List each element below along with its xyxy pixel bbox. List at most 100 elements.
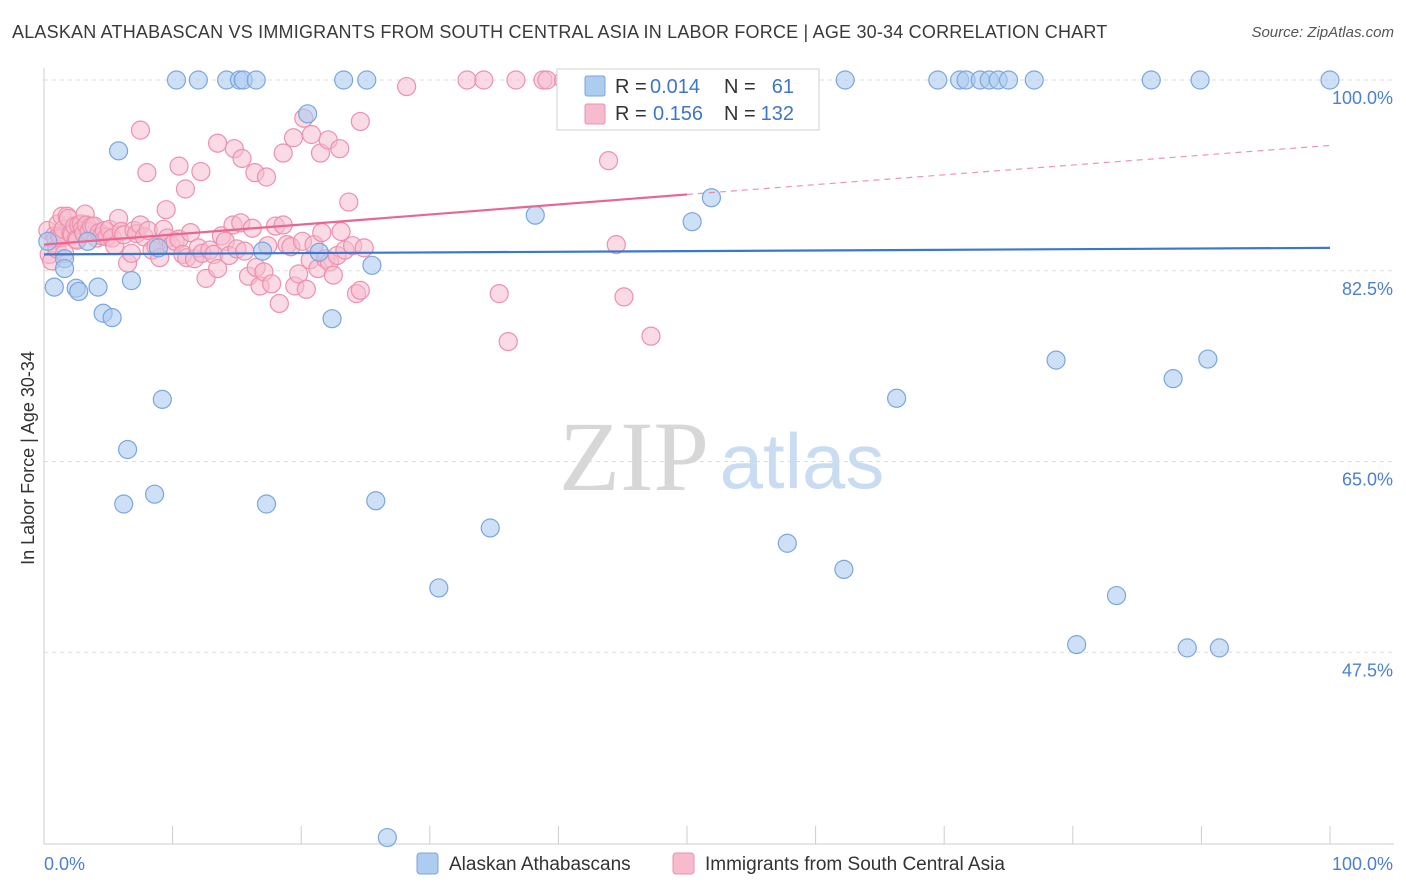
point-immigrants-70 <box>235 241 255 261</box>
point-athabascans-24 <box>256 494 277 514</box>
point-athabascans-50 <box>1024 70 1044 90</box>
point-immigrants-90 <box>312 223 332 243</box>
point-immigrants-120 <box>350 111 370 132</box>
point-athabascans-22 <box>246 70 266 90</box>
point-immigrants-112 <box>256 167 277 187</box>
y-tick-label-2: 82.5% <box>1342 279 1393 299</box>
point-athabascans-29 <box>357 70 377 90</box>
point-athabascans-31 <box>366 491 386 511</box>
stat-n-value-pink: 132 <box>761 103 794 125</box>
y-tick-label-0: 47.5% <box>1342 660 1393 680</box>
point-athabascans-35 <box>525 205 545 225</box>
point-immigrants-119 <box>330 139 350 159</box>
legend-swatch-immigrants <box>672 852 695 875</box>
point-athabascans-32 <box>377 827 397 848</box>
point-immigrants-63 <box>208 258 228 279</box>
point-immigrants-135 <box>489 284 509 304</box>
point-immigrants-106 <box>175 179 196 199</box>
point-athabascans-49 <box>998 70 1019 90</box>
point-immigrants-123 <box>474 70 494 90</box>
trend-line-immigrants-extension <box>686 144 1331 196</box>
point-immigrants-101 <box>354 238 374 258</box>
stats-swatch-blue <box>584 75 606 97</box>
point-immigrants-79 <box>269 293 289 314</box>
point-immigrants-113 <box>273 143 293 163</box>
point-athabascans-40 <box>835 70 855 90</box>
y-tick-label-1: 65.0% <box>1342 470 1393 490</box>
point-athabascans-13 <box>121 270 142 291</box>
point-immigrants-102 <box>130 120 151 140</box>
point-immigrants-133 <box>641 326 661 346</box>
point-immigrants-127 <box>537 70 557 90</box>
y-tick-label-3: 100.0% <box>1332 88 1393 108</box>
stat-n-value-blue: 61 <box>772 76 794 98</box>
x-tick-label-1: 100.0% <box>1332 854 1393 874</box>
stats-legend: R = 0.014 N = 61 R = 0.156 N = 132 <box>556 68 820 131</box>
point-immigrants-125 <box>498 332 518 352</box>
point-athabascans-39 <box>777 533 797 553</box>
point-immigrants-110 <box>232 148 252 169</box>
point-athabascans-14 <box>148 238 169 258</box>
point-immigrants-132 <box>598 151 619 171</box>
point-athabascans-12 <box>114 494 134 514</box>
stat-r-label-blue: R = <box>615 76 647 98</box>
legend-swatch-athabascans <box>416 852 439 875</box>
point-immigrants-86 <box>296 279 316 299</box>
watermark-atlas: atlas <box>720 417 885 505</box>
stat-r-value-pink: 0.156 <box>653 103 703 125</box>
y-tick-labels: 47.5% 65.0% 82.5% 100.0% <box>1332 88 1393 680</box>
point-athabascans-58 <box>1198 349 1218 369</box>
point-athabascans-10 <box>108 141 129 161</box>
point-athabascans-30 <box>362 255 382 275</box>
point-athabascans-1 <box>44 277 64 297</box>
point-athabascans-33 <box>429 578 449 598</box>
legend-label-immigrants: Immigrants from South Central Asia <box>705 854 1005 875</box>
point-athabascans-37 <box>682 212 702 232</box>
series-athabascans-points <box>38 70 1340 848</box>
point-athabascans-57 <box>1190 70 1210 90</box>
trend-lines <box>43 144 1331 256</box>
point-athabascans-42 <box>887 388 907 408</box>
trend-line-athabascans <box>43 246 1331 256</box>
point-immigrants-108 <box>208 133 228 153</box>
point-immigrants-103 <box>137 163 157 183</box>
point-athabascans-23 <box>253 241 273 261</box>
stat-n-label-blue: N = <box>724 76 756 98</box>
stat-r-label-pink: R = <box>615 103 647 125</box>
x-tick-labels: 0.0% 100.0% <box>44 854 1393 874</box>
point-athabascans-28 <box>334 70 354 90</box>
axes <box>43 68 1394 845</box>
point-immigrants-93 <box>323 265 343 285</box>
stat-n-label-pink: N = <box>724 103 756 125</box>
point-immigrants-84 <box>289 264 309 284</box>
bottom-legend: Alaskan Athabascans Immigrants from Sout… <box>416 852 1005 875</box>
point-athabascans-0 <box>38 231 58 251</box>
point-athabascans-38 <box>701 188 722 208</box>
point-immigrants-100 <box>350 280 370 300</box>
point-immigrants-77 <box>262 274 282 294</box>
point-immigrants-121 <box>397 76 417 97</box>
point-athabascans-59 <box>1209 638 1230 658</box>
y-axis-label: In Labor Force | Age 30-34 <box>18 351 38 565</box>
point-immigrants-104 <box>156 200 176 220</box>
point-athabascans-15 <box>144 484 165 504</box>
point-athabascans-43 <box>928 70 948 90</box>
stats-swatch-pink <box>584 103 606 125</box>
point-athabascans-52 <box>1067 635 1087 655</box>
point-athabascans-5 <box>69 281 89 302</box>
point-immigrants-131 <box>606 234 626 255</box>
point-immigrants-114 <box>283 128 304 148</box>
point-immigrants-134 <box>614 287 634 307</box>
stat-r-value-blue: 0.014 <box>650 76 700 98</box>
point-athabascans-7 <box>88 277 108 297</box>
source-label: Source: ZipAtlas.com <box>1251 24 1394 41</box>
point-athabascans-34 <box>480 518 500 538</box>
legend-label-athabascans: Alaskan Athabascans <box>449 854 631 875</box>
point-athabascans-18 <box>188 70 208 90</box>
point-immigrants-122 <box>457 70 477 90</box>
point-athabascans-54 <box>1141 70 1161 90</box>
watermark-zip: ZIP <box>559 401 709 512</box>
point-athabascans-27 <box>322 309 342 329</box>
point-athabascans-9 <box>102 308 122 328</box>
point-immigrants-105 <box>169 156 189 176</box>
